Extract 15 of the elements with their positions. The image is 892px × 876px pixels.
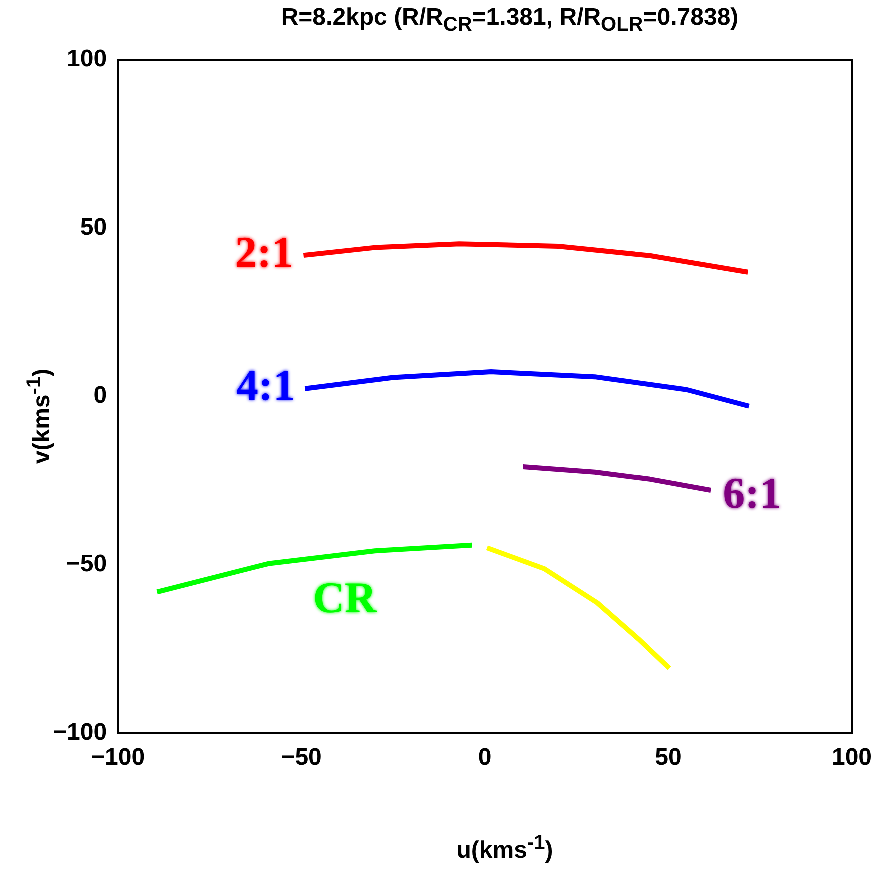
series-label: 6:1 bbox=[723, 468, 782, 518]
chart-title: R=8.2kpc (R/R$_{CR}$=1.381, R/R$_{OLR}$=0.7838) bbox=[280, 4, 740, 37]
x-tick-label: −50 bbox=[281, 744, 322, 772]
x-axis-title: u(kms$^{-1}$) bbox=[456, 832, 554, 865]
x-tick-label: 0 bbox=[478, 744, 492, 772]
y-tick-label: 100 bbox=[67, 46, 108, 73]
series-label: 4:1 bbox=[236, 361, 296, 410]
y-tick-label: −50 bbox=[66, 550, 108, 578]
x-tick-label: 50 bbox=[655, 744, 682, 772]
y-tick-label: −100 bbox=[52, 718, 108, 746]
series-label: 2:1 bbox=[235, 228, 294, 277]
y-tick-label: 50 bbox=[80, 214, 108, 241]
y-tick-label: 0 bbox=[94, 382, 108, 410]
x-tick-label: 100 bbox=[832, 744, 872, 772]
series-label: CR bbox=[313, 573, 378, 622]
